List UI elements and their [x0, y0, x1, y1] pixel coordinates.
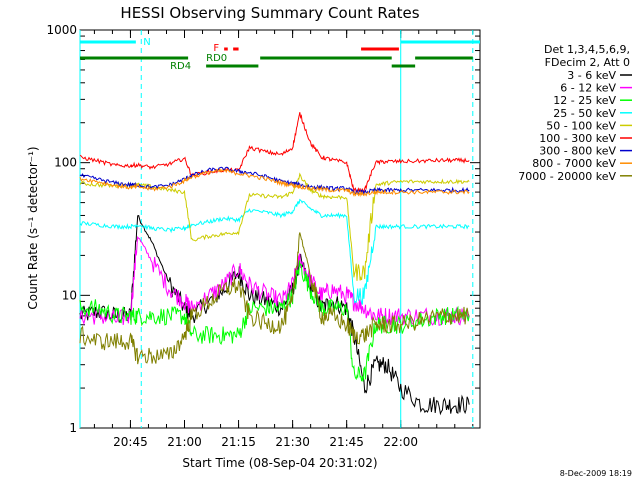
legend-label-300-800-kev: 300 - 800 keV — [539, 145, 616, 158]
annotation-n: N — [143, 37, 150, 48]
x-tick-label: 21:00 — [167, 435, 202, 449]
legend-label-12-25-kev: 12 - 25 keV — [553, 94, 616, 107]
x-tick-label: 21:45 — [329, 435, 364, 449]
series-line-25-50-kev — [79, 198, 470, 305]
legend-label-800-7000-kev: 800 - 7000 keV — [532, 157, 616, 170]
legend-header-line-1: Det 1,3,4,5,6,9, — [544, 43, 630, 56]
y-tick-label: 10 — [62, 288, 77, 302]
series-line-50-100-kev — [79, 172, 470, 281]
x-tick-label: 21:30 — [275, 435, 310, 449]
x-tick-label: 22:00 — [383, 435, 418, 449]
legend-label-7000-20000-kev: 7000 - 20000 keV — [518, 170, 616, 183]
x-tick-label: 20:45 — [113, 435, 148, 449]
legend-label-25-50-kev: 25 - 50 keV — [553, 107, 616, 120]
series-line-300-800-kev — [79, 166, 470, 196]
legend-label-6-12-kev: 6 - 12 keV — [560, 82, 616, 95]
y-tick-label: 1 — [69, 421, 77, 435]
series-line-100-300-kev — [79, 112, 470, 194]
chart-title: HESSI Observing Summary Count Rates — [120, 4, 419, 22]
series-line-7000-20000-kev — [79, 232, 470, 365]
footer-date: 8-Dec-2009 18:19 — [560, 469, 632, 478]
series-line-6-12-kev — [79, 236, 470, 326]
legend-label-3-6-kev: 3 - 6 keV — [567, 69, 616, 82]
y-tick-label: 100 — [54, 156, 77, 170]
series-line-800-7000-kev — [79, 167, 470, 198]
plot-frame — [79, 29, 481, 429]
legend-label-50-100-kev: 50 - 100 keV — [546, 119, 616, 132]
legend-header-line-2: FDecim 2, Att 0 — [545, 56, 630, 69]
legend: Det 1,3,4,5,6,9, FDecim 2, Att 0 3 - 6 k… — [518, 43, 632, 183]
annotation-rd0: RD0 — [206, 53, 227, 64]
annotation-f: F — [213, 43, 219, 54]
y-tick-label: 1000 — [46, 23, 77, 37]
plot-area: 20:45 21:00 21:15 21:30 21:45 22:00 1 10 100 1000… — [46, 23, 481, 449]
x-tick-label: 21:15 — [221, 435, 256, 449]
series-line-12-25-kev — [79, 260, 470, 382]
legend-label-100-300-kev: 100 - 300 keV — [539, 132, 616, 145]
x-axis-label: Start Time (08-Sep-04 20:31:02) — [182, 456, 377, 470]
y-axis-label: Count Rate (s⁻¹ detector⁻¹) — [26, 146, 40, 309]
annotation-rd4: RD4 — [170, 61, 191, 72]
